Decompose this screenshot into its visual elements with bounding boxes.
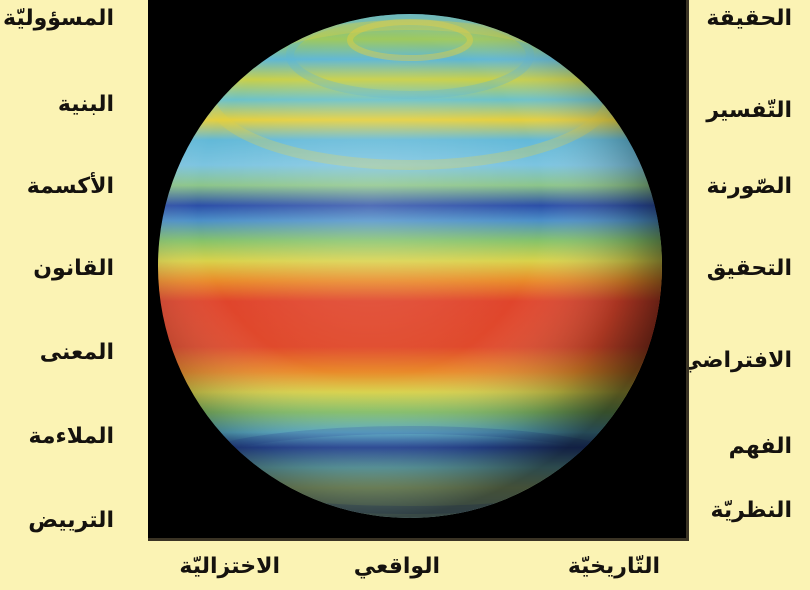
left-term-3: الأكسمة: [26, 174, 114, 199]
banded-sphere-icon: [148, 0, 686, 538]
bottom-term-2: الواقعي: [353, 554, 440, 579]
image-panel: [148, 0, 689, 541]
right-term-2: التّفسير: [706, 98, 792, 123]
right-term-4: التحقيق: [706, 256, 792, 281]
right-term-1: الحقيقة: [706, 6, 792, 31]
right-term-5: الافتراضي: [679, 348, 792, 373]
right-term-6: الفهم: [728, 434, 792, 459]
left-term-5: المعنى: [39, 340, 114, 365]
right-term-3: الصّورنة: [706, 174, 792, 199]
left-term-6: الملاءمة: [28, 424, 114, 449]
bottom-term-1: الاختزاليّة: [179, 554, 280, 579]
left-term-7: الترييض: [28, 508, 114, 533]
left-term-1: المسؤوليّة: [3, 6, 114, 31]
right-term-7: النظريّة: [710, 498, 792, 523]
left-term-2: البنية: [57, 92, 114, 117]
left-term-4: القانون: [33, 256, 114, 281]
bottom-term-3: التّاريخيّة: [567, 554, 660, 579]
